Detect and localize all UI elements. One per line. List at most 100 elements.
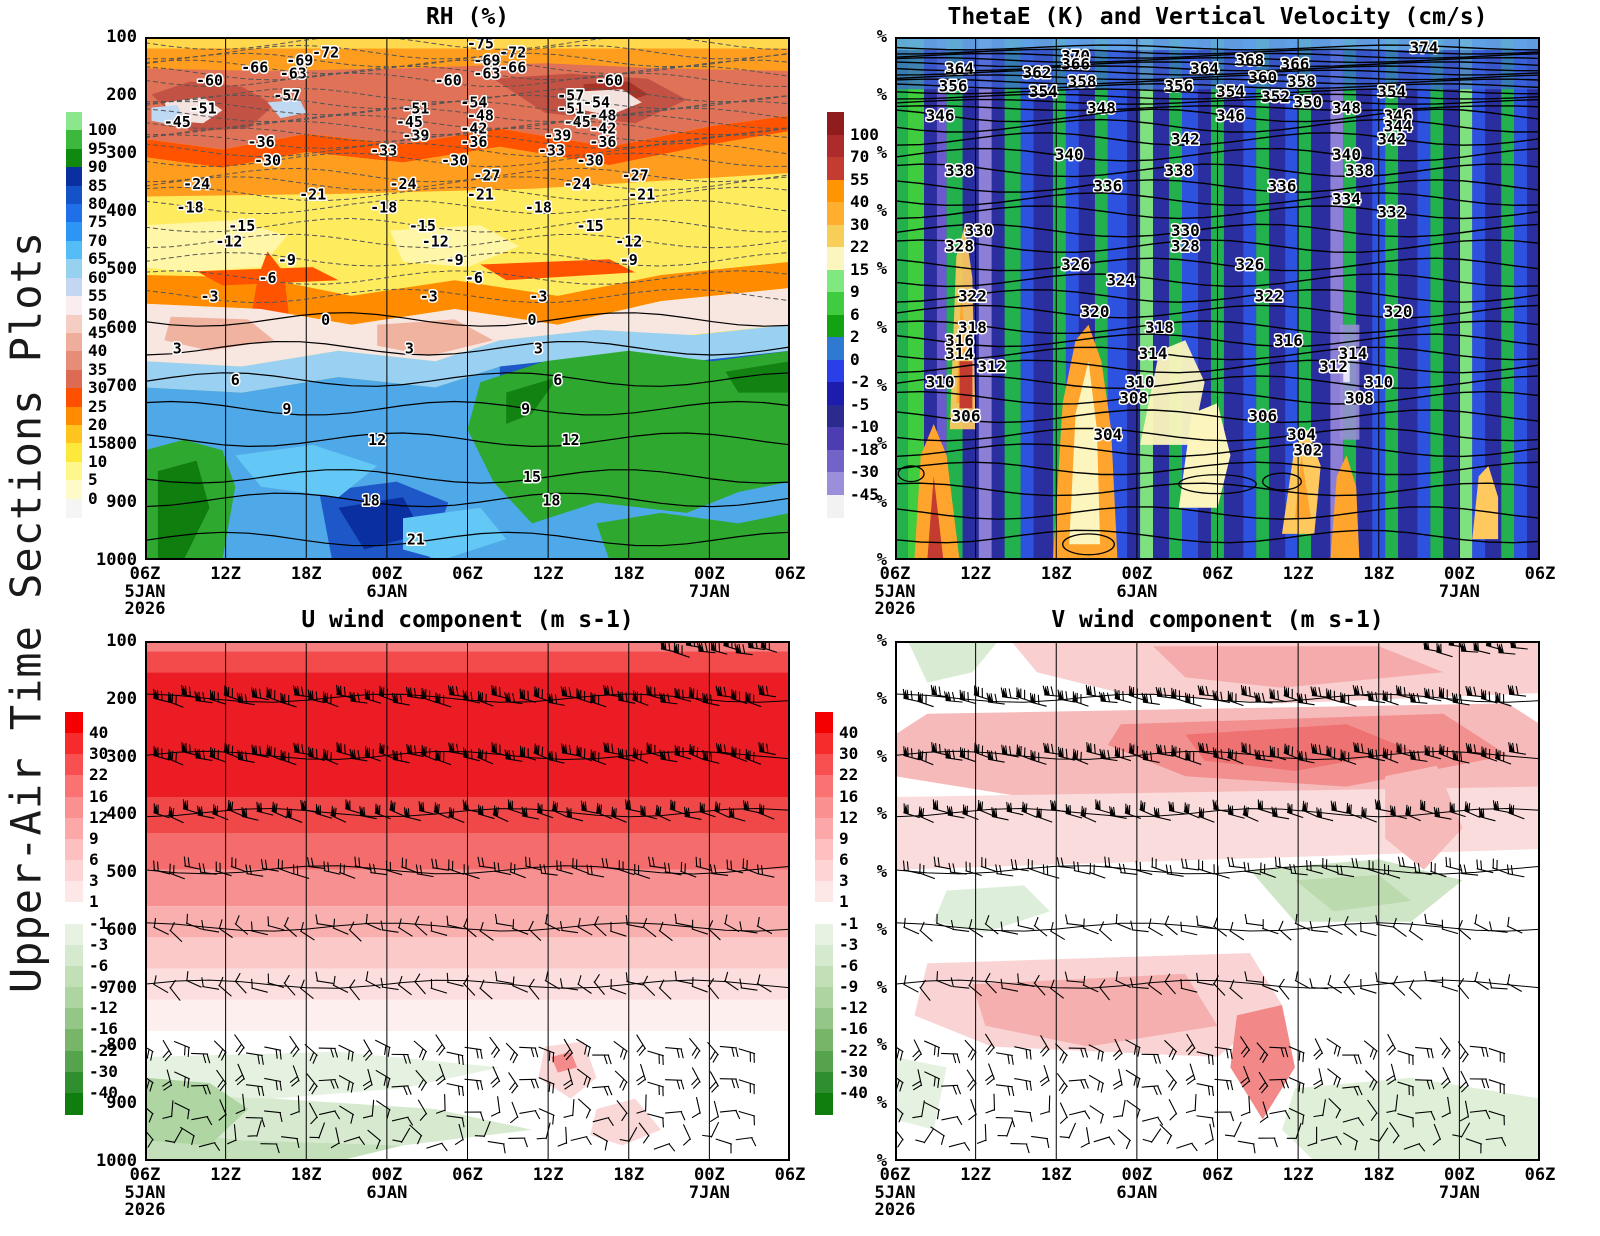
wind-barb (1055, 1043, 1068, 1064)
wind-barb (1141, 1085, 1162, 1096)
wind-barb (1139, 800, 1156, 817)
colorbar-tick-label: 12 (89, 807, 109, 827)
wind-barb (1258, 1071, 1269, 1094)
contour-line (895, 529, 1540, 544)
wind-barb (719, 1045, 739, 1058)
wind-barb (1184, 749, 1202, 765)
wind-barb (332, 918, 349, 935)
wind-barb (1327, 917, 1343, 936)
contour-fill-region (1294, 455, 1311, 519)
contour-label: -60 (196, 71, 223, 89)
wind-barb (241, 807, 259, 821)
x-axis-tick-label: 00Z (371, 564, 403, 584)
wind-barb (1164, 915, 1178, 936)
wind-barb (477, 856, 496, 869)
panel-title-u-wind: U wind component (m s-1) (301, 607, 634, 633)
colorbar-tick-label: 40 (850, 192, 870, 211)
wind-barb (153, 688, 171, 703)
wind-barb (575, 688, 593, 704)
colorbar-tick-label: 35 (88, 359, 108, 379)
contour-line (895, 61, 1540, 68)
contour-fill-region (390, 225, 520, 268)
contour-line (145, 107, 790, 123)
contour-ring (1062, 533, 1115, 556)
wind-barb (1198, 742, 1217, 755)
colorbar-segment (65, 733, 83, 755)
x-axis-tick-label: 12Z (210, 564, 241, 584)
wind-barb (519, 1078, 539, 1089)
wind-barb (933, 856, 952, 870)
wind-barb (1359, 978, 1377, 994)
wind-barb (674, 745, 692, 760)
wind-barb (292, 864, 310, 880)
colorbar-tick-label: 65 (88, 249, 108, 269)
wind-barb (684, 641, 703, 649)
contour-line (895, 147, 1540, 162)
wind-barb (1057, 746, 1075, 761)
colorbar-segment (66, 388, 82, 408)
wind-barb (1465, 685, 1484, 698)
wind-barb (1480, 689, 1498, 704)
wind-barb (665, 1079, 685, 1090)
wind-barb (1114, 746, 1132, 762)
colorbar-segment (815, 987, 833, 1009)
colorbar-tick-label: -6 (839, 955, 859, 975)
wind-barb (1000, 978, 1019, 992)
colorbar-tick-label: -18 (850, 439, 879, 459)
wind-barb (709, 1100, 720, 1123)
x-axis-tick-label: 00Z (694, 564, 725, 584)
wind-barb (1309, 921, 1329, 933)
y-axis-tick-label: % (876, 491, 887, 512)
wind-barb (464, 1046, 483, 1059)
wind-barb (1196, 972, 1214, 986)
wind-barb (1000, 921, 1019, 935)
colorbar-segment (66, 369, 82, 389)
wind-barb (1424, 745, 1442, 760)
wind-barb (391, 1116, 414, 1126)
wind-barb (964, 1039, 977, 1061)
wind-barb (362, 1068, 373, 1091)
contour-fill-region (1330, 455, 1360, 560)
wind-barb (995, 1052, 1014, 1065)
wind-barb (1409, 749, 1428, 762)
contour-fill-region (1385, 765, 1463, 870)
wind-barb (616, 1100, 628, 1122)
contour-line (145, 400, 790, 416)
contour-label: 314 (1338, 344, 1367, 363)
x-axis-tick-label: 00Z (1444, 564, 1475, 584)
wind-barb (1313, 1068, 1324, 1090)
wind-barb (1382, 690, 1399, 706)
wind-barb (1198, 807, 1215, 823)
contour-label: 328 (1171, 237, 1200, 256)
colorbar-tick-label: 12 (839, 807, 859, 827)
wind-barb (946, 805, 965, 819)
wind-barb (336, 742, 354, 757)
wind-barb (349, 691, 368, 704)
colorbar-segment (65, 1071, 83, 1094)
wind-barb (1082, 918, 1099, 935)
wind-barb (984, 1033, 995, 1056)
contour-label: -75 (467, 37, 494, 52)
wind-barb (986, 749, 1005, 763)
colorbar-segment (66, 480, 82, 500)
field-stripe (1459, 37, 1473, 560)
wind-barb (702, 692, 720, 707)
y-axis-tick-label: 900 (106, 491, 137, 512)
wind-barb (1408, 692, 1428, 704)
plot-area (895, 641, 1540, 1161)
wind-barb (1325, 745, 1343, 762)
wind-barb (1014, 1078, 1032, 1091)
contour-label: -15 (409, 217, 436, 235)
contour-label: -21 (467, 185, 494, 203)
contour-label: 9 (282, 400, 291, 418)
wind-barb (420, 745, 438, 762)
wind-barb (1042, 864, 1060, 879)
colorbar-segment (66, 332, 82, 352)
wind-barb (391, 1053, 411, 1064)
y-axis-tick-label: 200 (106, 85, 137, 106)
wind-barb (1441, 976, 1459, 992)
x-axis-date-label: 7JAN (688, 582, 730, 602)
contour-line (145, 120, 790, 136)
contour-label: -27 (473, 167, 500, 185)
